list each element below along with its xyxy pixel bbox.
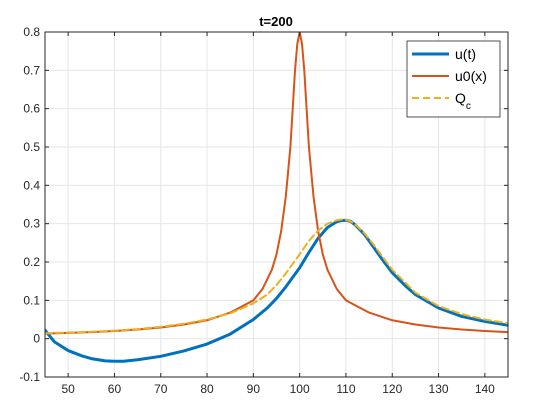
y-tick-label: 0.4 <box>23 178 40 192</box>
plot-area <box>45 32 508 363</box>
x-tick-label: 120 <box>382 382 402 396</box>
y-tick-label: 0 <box>33 332 40 346</box>
x-tick-label: 110 <box>336 382 355 396</box>
x-tick-label: 50 <box>61 382 75 396</box>
y-tick-label: 0.7 <box>23 63 40 77</box>
chart-title: t=200 <box>259 14 293 29</box>
tick-layer: 50 60 70 80 90 100 110 120 130 140 -0.1 0 0.1 0.2 0.3 0… <box>19 25 508 396</box>
x-tick-label: 140 <box>475 382 495 396</box>
x-tick-label: 90 <box>247 382 261 396</box>
x-tick-label: 60 <box>108 382 122 396</box>
series-line-3 <box>45 218 508 335</box>
y-tick-label: 0.2 <box>23 255 40 269</box>
x-tick-label: 70 <box>154 382 168 396</box>
series-line-1 <box>45 218 508 363</box>
y-tick-label: 0.3 <box>23 217 40 231</box>
series-layer <box>45 32 508 363</box>
legend-label-2: u0(x) <box>455 68 487 84</box>
y-tick-label: 0.1 <box>23 293 40 307</box>
x-tick-label: 100 <box>290 382 310 396</box>
legend-label-1: u(t) <box>455 46 476 62</box>
y-tick-label: -0.1 <box>19 370 40 384</box>
x-tick-label: 130 <box>429 382 449 396</box>
y-tick-label: 0.6 <box>23 102 40 116</box>
x-tick-label: 80 <box>200 382 214 396</box>
y-tick-label: 0.5 <box>23 140 40 154</box>
y-tick-label: 0.8 <box>23 25 40 39</box>
axes-box <box>44 31 509 378</box>
legend: u(t)u0(x)Qc <box>406 40 501 118</box>
